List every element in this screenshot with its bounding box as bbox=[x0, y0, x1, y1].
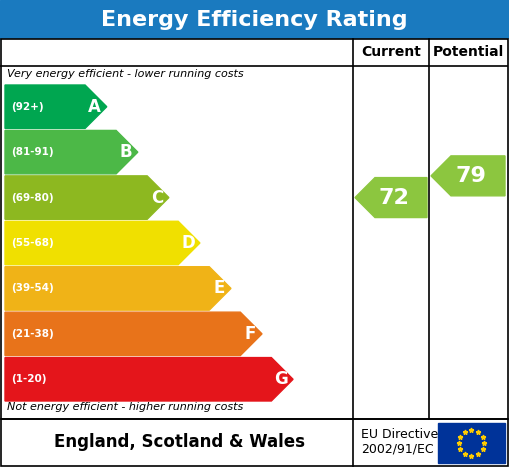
Bar bbox=[1, 39, 508, 419]
Polygon shape bbox=[5, 221, 200, 265]
Text: F: F bbox=[244, 325, 256, 343]
Text: (81-91): (81-91) bbox=[11, 147, 53, 157]
Polygon shape bbox=[431, 156, 505, 196]
Polygon shape bbox=[5, 312, 262, 355]
Polygon shape bbox=[5, 358, 293, 401]
Text: 79: 79 bbox=[456, 166, 487, 186]
Text: (55-68): (55-68) bbox=[11, 238, 54, 248]
Text: A: A bbox=[89, 98, 101, 116]
Polygon shape bbox=[5, 267, 231, 310]
Text: B: B bbox=[120, 143, 132, 161]
Text: D: D bbox=[181, 234, 195, 252]
Text: E: E bbox=[213, 279, 224, 297]
Bar bbox=[438, 423, 505, 463]
Text: Energy Efficiency Rating: Energy Efficiency Rating bbox=[101, 9, 408, 29]
Text: Very energy efficient - lower running costs: Very energy efficient - lower running co… bbox=[7, 69, 244, 79]
Text: (1-20): (1-20) bbox=[11, 374, 46, 384]
Text: England, Scotland & Wales: England, Scotland & Wales bbox=[54, 433, 305, 451]
Text: C: C bbox=[151, 189, 163, 206]
Polygon shape bbox=[5, 176, 169, 219]
Text: (39-54): (39-54) bbox=[11, 283, 54, 293]
Bar bbox=[1, 419, 508, 466]
Polygon shape bbox=[5, 130, 138, 174]
Text: G: G bbox=[274, 370, 288, 388]
Bar bbox=[1, 39, 508, 66]
Bar bbox=[1, 419, 508, 466]
Text: (21-38): (21-38) bbox=[11, 329, 54, 339]
Text: Not energy efficient - higher running costs: Not energy efficient - higher running co… bbox=[7, 402, 243, 412]
Polygon shape bbox=[5, 85, 107, 128]
Text: (92+): (92+) bbox=[11, 102, 44, 112]
Text: (69-80): (69-80) bbox=[11, 192, 53, 203]
Text: 72: 72 bbox=[379, 188, 409, 207]
Bar bbox=[0, 0, 509, 39]
Polygon shape bbox=[355, 177, 427, 218]
Text: EU Directive
2002/91/EC: EU Directive 2002/91/EC bbox=[361, 428, 438, 456]
Text: Potential: Potential bbox=[432, 45, 503, 59]
Text: Current: Current bbox=[361, 45, 421, 59]
